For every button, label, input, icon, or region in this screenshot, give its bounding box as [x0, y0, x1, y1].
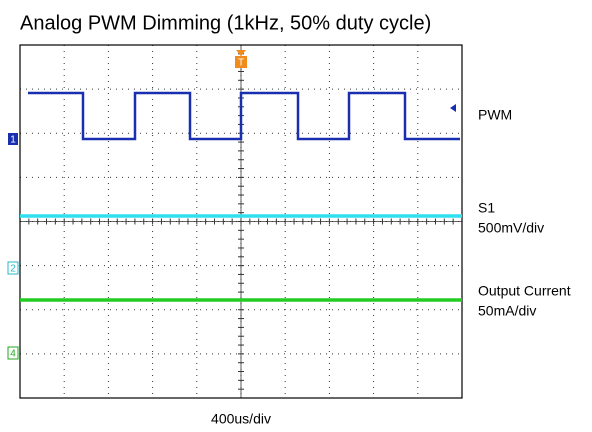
pwm-trace	[28, 91, 460, 141]
trigger-badge	[235, 56, 247, 68]
pwm-label: PWM	[478, 107, 512, 123]
ch4-badge	[7, 346, 19, 360]
x-axis-label: 400us/div	[211, 411, 271, 427]
ch2-badge	[7, 261, 19, 275]
ch1-badge	[8, 133, 18, 145]
current-scale: 50mA/div	[478, 303, 536, 319]
ch1-marker: 1	[10, 135, 16, 146]
screen-border	[19, 44, 463, 399]
graticule	[19, 44, 463, 399]
s1-label: S1	[478, 200, 495, 216]
s1-scale: 500mV/div	[478, 220, 544, 236]
current-label: Output Current	[478, 283, 571, 299]
trigger-marker: T	[238, 58, 244, 69]
figure-title: Analog PWM Dimming (1kHz, 50% duty cycle…	[20, 12, 431, 34]
ch4-marker: 4	[10, 349, 16, 360]
trigger-level	[450, 104, 456, 112]
ch2-marker: 2	[10, 264, 16, 275]
trigger-arrow	[236, 50, 246, 56]
